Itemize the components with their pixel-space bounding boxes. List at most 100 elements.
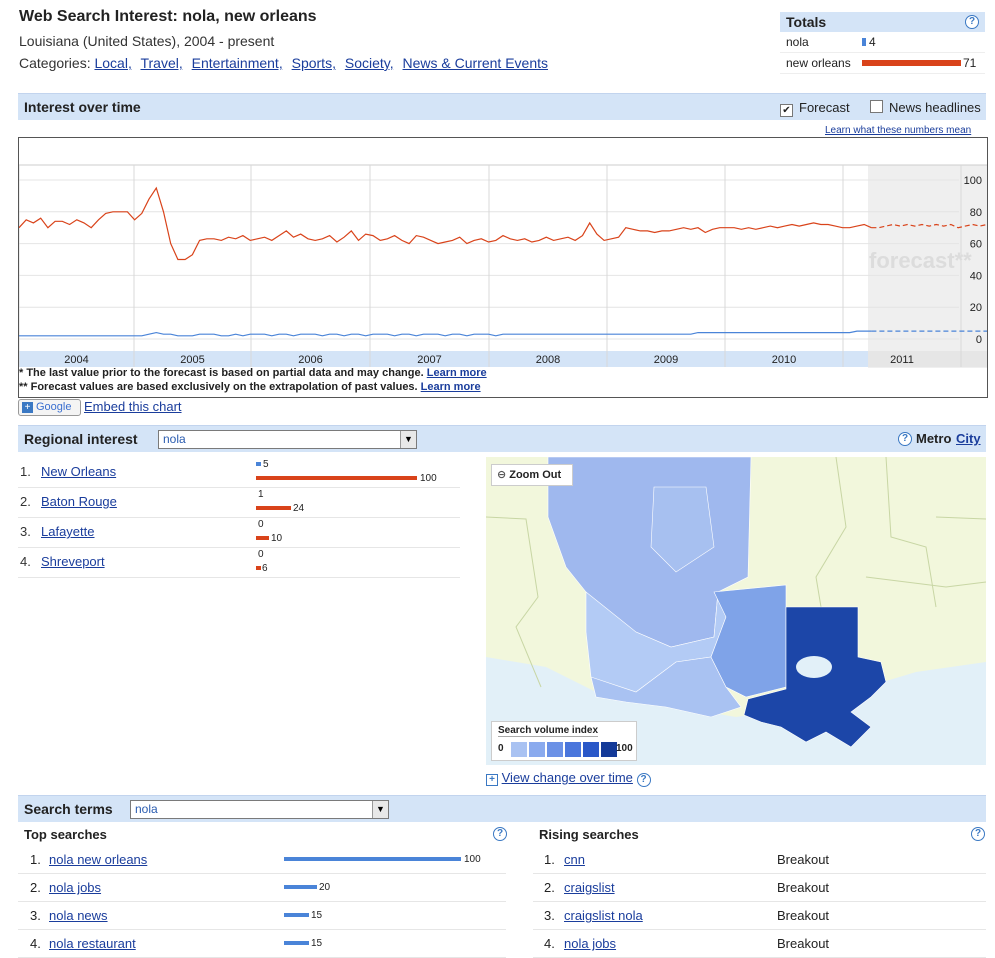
region-link-baton-rouge[interactable]: Baton Rouge: [41, 494, 117, 509]
rank: 2.: [30, 880, 41, 895]
select-value: nola: [135, 802, 158, 816]
news-toggle[interactable]: News headlines: [870, 100, 981, 115]
help-icon[interactable]: ?: [965, 15, 979, 29]
y-tick-label: 20: [970, 302, 982, 314]
region-row: 1. New Orleans 5 100: [18, 457, 460, 488]
view-change-link[interactable]: View change over time: [501, 770, 633, 785]
rising-search-row: 3. craigslist nola Breakout: [533, 901, 986, 930]
value-nola: 0: [258, 549, 264, 560]
ticks: 100 80 60 40 20 0 2004 2005 2006 2007 2008 2009 2010…: [64, 175, 982, 366]
rank: 3.: [544, 908, 555, 923]
rank: 3.: [30, 908, 41, 923]
zoom-out-button[interactable]: ⊖ Zoom Out: [491, 464, 573, 486]
help-icon[interactable]: ?: [971, 827, 985, 841]
line-chart-svg: 100 80 60 40 20 0 2004 2005 2006 2007 2008 2009 2010…: [19, 164, 987, 368]
value-new-orleans: 6: [262, 563, 268, 574]
search-term-link[interactable]: cnn: [564, 852, 585, 867]
note-partial: * The last value prior to the forecast i…: [19, 367, 487, 379]
series-forecast-new-orleans: [871, 223, 987, 229]
region-row: 2. Baton Rouge 1 24: [18, 487, 460, 518]
totals-header: Totals ?: [780, 12, 985, 32]
bar-new-orleans: [256, 536, 269, 540]
legend-swatches: [510, 741, 618, 758]
learn-numbers-link[interactable]: Learn what these numbers mean: [825, 125, 972, 136]
categories: Categories: Local, Travel, Entertainment…: [19, 55, 553, 71]
search-term-link[interactable]: nola restaurant: [49, 936, 136, 951]
section-title: Regional interest: [24, 431, 138, 447]
totals-value: 4: [869, 35, 876, 49]
value-new-orleans: 24: [293, 503, 305, 514]
category-link-society[interactable]: Society,: [344, 55, 394, 71]
regional-select[interactable]: nola ▼: [158, 430, 417, 449]
location-subtitle: Louisiana (United States), 2004 - presen…: [19, 33, 275, 49]
score-value: 15: [311, 938, 323, 949]
region-link-lafayette[interactable]: Lafayette: [41, 524, 95, 539]
x-tick-label: 2004: [64, 354, 88, 366]
rank: 4.: [20, 554, 31, 569]
totals-bar-nola: [862, 38, 866, 46]
forecast-watermark: forecast**: [869, 248, 972, 273]
metro-label: Metro: [916, 431, 952, 446]
search-term-link[interactable]: nola jobs: [564, 936, 617, 951]
region-link-shreveport[interactable]: Shreveport: [41, 554, 105, 569]
search-terms-select[interactable]: nola ▼: [130, 800, 389, 819]
category-link-local[interactable]: Local,: [94, 55, 132, 71]
bar-new-orleans: [256, 476, 417, 480]
x-tick-label: 2005: [180, 354, 204, 366]
chevron-down-icon: ▼: [400, 431, 416, 448]
news-label: News headlines: [889, 100, 981, 115]
region-row: 3. Lafayette 0 10: [18, 517, 460, 548]
add-to-google-button[interactable]: + Google: [18, 399, 81, 416]
breakout-label: Breakout: [777, 880, 830, 895]
learn-more-link[interactable]: Learn more: [420, 381, 481, 393]
category-link-news[interactable]: News & Current Events: [402, 55, 549, 71]
plus-icon: +: [22, 402, 33, 413]
search-term-link[interactable]: nola news: [49, 908, 108, 923]
breakout-label: Breakout: [777, 936, 830, 951]
category-link-entertainment[interactable]: Entertainment,: [191, 55, 283, 71]
lake-pontchartrain: [796, 656, 832, 678]
x-axis-band-forecast: [868, 351, 987, 367]
value-nola: 5: [263, 459, 269, 470]
region-map[interactable]: ⊖ Zoom Out Search volume index 0 100: [486, 457, 986, 765]
x-tick-label: 2006: [298, 354, 322, 366]
search-term-link[interactable]: nola jobs: [49, 880, 102, 895]
x-tick-label: 2009: [654, 354, 678, 366]
totals-row-nola: nola 4: [780, 32, 985, 53]
learn-more-link[interactable]: Learn more: [426, 367, 487, 379]
top-searches-title: Top searches: [24, 827, 107, 842]
category-link-sports[interactable]: Sports,: [291, 55, 336, 71]
map-svg: [486, 457, 986, 765]
breakout-label: Breakout: [777, 908, 830, 923]
help-icon[interactable]: ?: [636, 773, 651, 787]
search-term-link[interactable]: nola new orleans: [49, 852, 148, 867]
interest-section-header: Interest over time ✔ Forecast News headli…: [18, 93, 986, 120]
region-link-new-orleans[interactable]: New Orleans: [41, 464, 117, 479]
help-icon[interactable]: ?: [493, 827, 507, 841]
forecast-checkbox[interactable]: ✔: [780, 104, 793, 117]
interest-chart: 100 80 60 40 20 0 2004 2005 2006 2007 2008 2009 2010…: [18, 137, 988, 398]
search-term-link[interactable]: craigslist nola: [564, 908, 643, 923]
city-link[interactable]: City: [956, 431, 981, 446]
category-link-travel[interactable]: Travel,: [140, 55, 183, 71]
series-line-nola: [19, 330, 872, 337]
help-icon[interactable]: ?: [898, 432, 912, 446]
score-bar: [284, 941, 309, 945]
totals-row-new-orleans: new orleans 71: [780, 53, 985, 74]
news-checkbox[interactable]: [870, 100, 883, 113]
legend-min: 0: [498, 743, 504, 754]
google-label: Google: [36, 401, 72, 413]
magnifier-icon: ⊖: [497, 469, 507, 481]
top-search-row: 1. nola new orleans 100: [18, 845, 506, 874]
embed-chart-link[interactable]: Embed this chart: [84, 399, 182, 414]
series: [19, 186, 987, 337]
series-line-new-orleans: [19, 186, 872, 261]
x-tick-label: 2007: [417, 354, 441, 366]
view-change-row: + View change over time ?: [486, 770, 651, 787]
totals-label: new orleans: [786, 56, 851, 70]
expand-icon[interactable]: +: [486, 774, 498, 786]
score-value: 15: [311, 910, 323, 921]
search-term-link[interactable]: craigslist: [564, 880, 615, 895]
region-row: 4. Shreveport 0 6: [18, 547, 460, 578]
forecast-toggle[interactable]: ✔ Forecast: [780, 100, 850, 117]
